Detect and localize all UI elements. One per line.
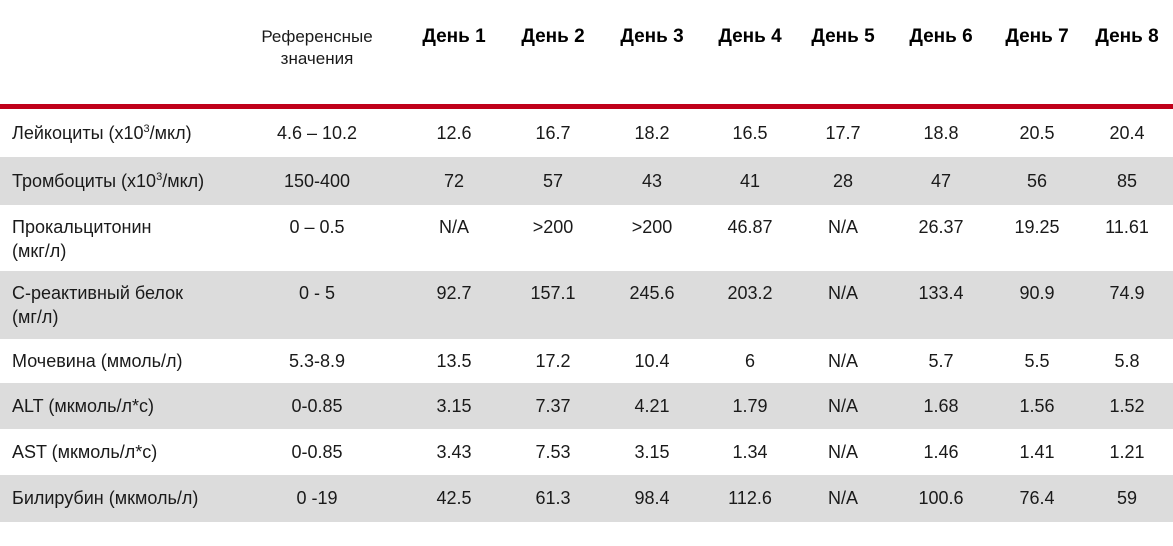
reference-value: 0-0.85 [291,442,343,462]
day-value: 3.15 [634,442,670,462]
day-value: 1.79 [732,396,768,416]
day-value: 10.4 [634,351,670,371]
day-value: 3.43 [436,442,472,462]
table-row: Лейкоциты (x103/мкл) 4.6 – 10.2 12.6 16.… [0,109,1173,157]
day-value: N/A [827,217,858,237]
day-value: 1.52 [1109,396,1145,416]
day-value: 3.15 [436,396,472,416]
day-value: >200 [532,217,574,237]
day-value: 18.8 [923,123,959,143]
day-value: 5.8 [1114,351,1140,371]
day-value: 20.5 [1019,123,1055,143]
header-day-5: День 5 [811,26,875,47]
day-value: 20.4 [1109,123,1145,143]
reference-value: 5.3-8.9 [288,351,346,371]
reference-value: 0-0.85 [291,396,343,416]
day-value: 100.6 [918,488,964,508]
header-day-6: День 6 [909,26,973,47]
day-value: 61.3 [535,488,571,508]
day-value: 1.46 [923,442,959,462]
day-value: 1.34 [732,442,768,462]
row-label: Тромбоциты (x103/мкл) [12,171,205,191]
reference-value: 0 – 0.5 [289,217,345,237]
day-value: 133.4 [918,283,964,303]
day-value: 42.5 [436,488,472,508]
day-value: 5.5 [1024,351,1050,371]
day-value: N/A [827,283,858,303]
table-header: Референсные значения День 1 День 2 День … [0,0,1173,104]
header-day-4: День 4 [718,26,782,47]
day-value: 17.2 [535,351,571,371]
day-value: 112.6 [728,488,772,508]
reference-value: 150-400 [283,171,351,191]
day-value: N/A [827,396,858,416]
day-value: 7.53 [535,442,571,462]
row-label: ALT (мкмоль/л*с) [12,396,154,416]
day-value: 47 [930,171,952,191]
day-value: 1.56 [1019,396,1055,416]
table-row: Билирубин (мкмоль/л) 0 -19 42.5 61.3 98.… [0,475,1173,522]
day-value: 74.9 [1109,283,1145,303]
day-value: 1.41 [1019,442,1055,462]
row-label: AST (мкмоль/л*с) [12,442,158,462]
day-value: 5.7 [928,351,954,371]
reference-value: 0 -19 [296,488,338,508]
day-value: N/A [438,217,469,237]
day-value: 245.6 [629,283,675,303]
day-value: 16.5 [732,123,768,143]
day-value: 7.37 [535,396,571,416]
day-value: 28 [832,171,854,191]
day-value: 57 [542,171,564,191]
day-value: 85 [1116,171,1138,191]
day-value: 1.68 [923,396,959,416]
table-row: AST (мкмоль/л*с) 0-0.85 3.43 7.53 3.15 1… [0,429,1173,475]
table-row: С-реактивный белок (мг/л) 0 - 5 92.7 157.… [0,271,1173,339]
day-value: 157.1 [530,283,576,303]
day-value: 4.21 [634,396,670,416]
table-row: ALT (мкмоль/л*с) 0-0.85 3.15 7.37 4.21 1… [0,383,1173,429]
day-value: 11.61 [1105,217,1149,237]
day-value: 203.2 [727,283,773,303]
day-value: 41 [739,171,761,191]
day-value: >200 [631,217,673,237]
row-label: С-реактивный белок (мг/л) [12,283,184,327]
day-value: 12.6 [436,123,472,143]
day-value: 98.4 [634,488,670,508]
header-reference: Референсные значения [261,27,373,68]
table-row: Прокальцитонин (мкг/л) 0 – 0.5 N/A >200 >… [0,205,1173,271]
day-value: 26.37 [918,217,964,237]
day-value: N/A [827,351,858,371]
day-value: 6 [744,351,755,371]
header-day-7: День 7 [1005,26,1069,47]
day-value: 43 [641,171,663,191]
row-label: Мочевина (ммоль/л) [12,351,183,371]
table-row: Мочевина (ммоль/л) 5.3-8.9 13.5 17.2 10.… [0,339,1173,383]
header-day-8: День 8 [1095,26,1159,47]
day-value: 72 [443,171,465,191]
day-value: 59 [1116,488,1138,508]
header-divider [0,104,1173,109]
row-label: Прокальцитонин (мкг/л) [12,217,152,261]
row-label: Билирубин (мкмоль/л) [12,488,199,508]
header-day-1: День 1 [422,26,486,47]
header-day-2: День 2 [521,26,585,47]
day-value: 46.87 [727,217,773,237]
row-label: Лейкоциты (x103/мкл) [12,123,192,143]
day-value: 92.7 [436,283,472,303]
reference-value: 4.6 – 10.2 [276,123,358,143]
day-value: 1.21 [1109,442,1145,462]
day-value: N/A [827,442,858,462]
day-value: 76.4 [1019,488,1055,508]
reference-value: 0 - 5 [298,283,336,303]
day-value: 18.2 [634,123,670,143]
day-value: 56 [1026,171,1048,191]
table-row: Тромбоциты (x103/мкл) 150-400 72 57 43 4… [0,157,1173,205]
day-value: N/A [827,488,858,508]
day-value: 17.7 [825,123,861,143]
day-value: 13.5 [436,351,472,371]
day-value: 90.9 [1019,283,1055,303]
day-value: 19.25 [1014,217,1060,237]
day-value: 16.7 [535,123,571,143]
header-day-3: День 3 [620,26,684,47]
